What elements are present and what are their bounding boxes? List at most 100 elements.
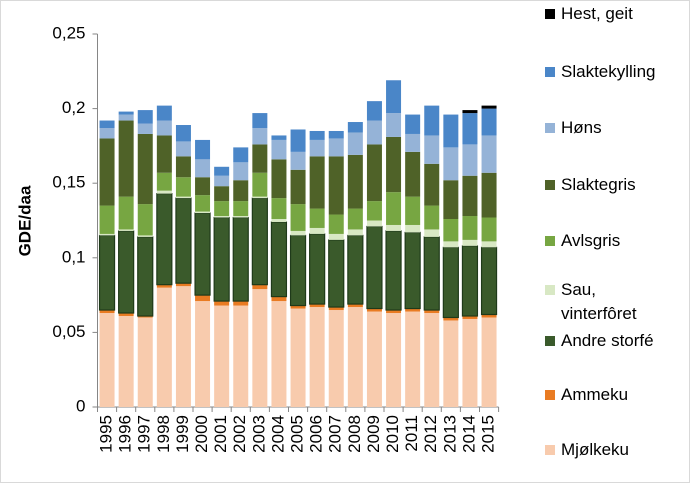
bar-segment — [386, 310, 402, 314]
bar-segment — [481, 172, 497, 218]
bar-segment — [156, 190, 172, 194]
legend-item: Andre storfé — [545, 329, 675, 353]
legend-label: Andre storfé — [561, 331, 654, 350]
bar-segment — [195, 295, 211, 302]
y-tick-label: 0,15 — [52, 173, 85, 192]
bar-segment — [137, 315, 153, 318]
bar-segment — [442, 246, 459, 319]
bar-segment — [194, 212, 211, 296]
bar-segment — [137, 236, 154, 317]
bar-segment — [118, 111, 134, 115]
bar-segment — [99, 120, 115, 128]
x-tick-label: 2005 — [288, 415, 307, 453]
bar-segment — [175, 197, 192, 284]
bar-segment — [195, 211, 211, 214]
bar-segment — [252, 289, 268, 407]
bar-segment — [271, 198, 287, 220]
bar-segment — [443, 317, 459, 321]
x-tick-label: 2011 — [402, 415, 421, 452]
bar-segment — [481, 317, 497, 407]
bar-segment — [366, 101, 382, 121]
bar-segment — [195, 159, 211, 178]
bar-segment — [424, 163, 440, 206]
bar-segment — [386, 313, 402, 407]
legend-item: Ammeku — [545, 383, 675, 407]
legend-swatch — [545, 123, 555, 133]
x-tick-label: 2003 — [249, 415, 268, 453]
bar-segment — [175, 283, 191, 287]
bar-segment — [213, 216, 230, 302]
x-tick-label: 1996 — [116, 415, 135, 453]
bar-segment — [309, 227, 325, 234]
bar-segment — [347, 307, 363, 407]
legend-swatch — [545, 236, 555, 246]
x-tick-label: 2000 — [192, 415, 211, 453]
bar-segment — [481, 241, 497, 248]
legend-label: Ammeku — [561, 385, 629, 404]
bar-segment — [175, 286, 191, 407]
x-tick-label: 1995 — [97, 415, 116, 453]
bar-segment — [137, 204, 153, 236]
bar-segment — [481, 105, 497, 109]
bar-segment — [271, 301, 287, 407]
bar-segment — [347, 154, 363, 209]
bar-segment — [347, 122, 363, 133]
bar-segment — [328, 233, 344, 240]
bar-segment — [232, 216, 249, 302]
bar-segment — [290, 129, 306, 152]
bar-segment — [156, 172, 172, 191]
bar-segment — [347, 304, 363, 308]
bar-segment — [290, 169, 306, 205]
bar-segment — [175, 196, 191, 199]
y-tick-label: 0,25 — [52, 23, 85, 42]
y-axis-title: GDE/daa — [15, 185, 34, 256]
bar-segment — [99, 138, 115, 206]
bar-segment — [386, 192, 402, 225]
y-tick-label: 0 — [76, 396, 85, 415]
bar-segment — [309, 304, 325, 308]
bar-segment — [405, 196, 421, 225]
bar-segment — [214, 301, 230, 306]
bar-segment — [270, 221, 288, 298]
bar-segment — [156, 120, 172, 136]
bar-segment — [386, 113, 402, 137]
bar-segment — [252, 127, 268, 145]
x-tick-label: 2009 — [364, 415, 383, 453]
legend-label: Høns — [561, 118, 602, 137]
bar-segment — [462, 216, 478, 240]
bar-segment — [118, 315, 134, 407]
x-tick-label: 1997 — [135, 415, 154, 453]
bar-segment — [214, 186, 230, 202]
bar-segment — [462, 144, 478, 176]
bar-segment — [443, 219, 459, 242]
bar-segment — [233, 201, 249, 217]
bar-segment — [251, 197, 268, 286]
bar-segment — [462, 175, 478, 217]
bar-segment — [424, 229, 440, 237]
bar-segment — [214, 166, 230, 176]
x-tick-label: 2001 — [211, 415, 230, 453]
legend-swatch — [545, 445, 555, 455]
legend-swatch — [545, 67, 555, 77]
bar-segment — [252, 172, 268, 197]
bar-segment — [309, 307, 325, 407]
bar-segment — [137, 235, 153, 237]
bar-segment — [290, 308, 306, 407]
bar-segment — [347, 229, 363, 236]
bar-segment — [424, 205, 440, 230]
legend-label: Avlsgris — [561, 231, 621, 250]
bar-segment — [424, 310, 440, 314]
bar-segment — [462, 239, 478, 246]
bar-segment — [289, 234, 307, 307]
x-tick-label: 1998 — [154, 415, 173, 453]
y-tick-label: 0,05 — [52, 322, 85, 341]
bar-segment — [347, 208, 363, 230]
x-tick-label: 2006 — [307, 415, 326, 453]
bar-segment — [328, 130, 344, 139]
x-tick-label: 2004 — [268, 415, 287, 453]
bar-segment — [366, 120, 382, 145]
bar-segment — [309, 233, 326, 305]
bar-segment — [137, 317, 153, 407]
legend-swatch — [545, 9, 555, 19]
